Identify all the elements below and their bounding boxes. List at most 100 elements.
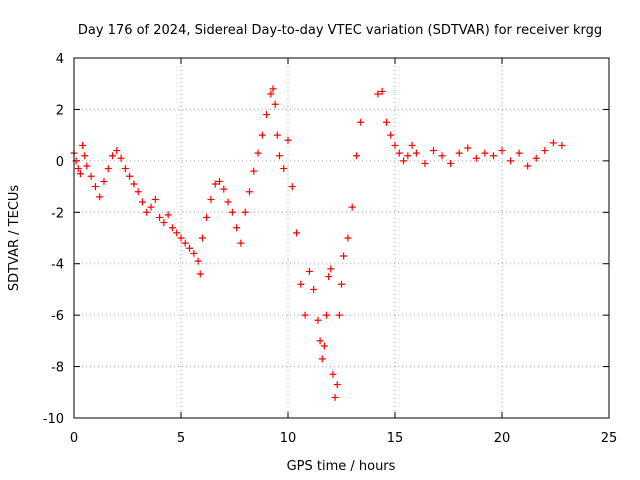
data-point xyxy=(109,152,117,160)
axis-ticks xyxy=(73,57,610,419)
data-point xyxy=(211,180,219,188)
data-point xyxy=(74,165,82,173)
data-point xyxy=(404,152,412,160)
data-point xyxy=(100,177,108,185)
data-point xyxy=(83,162,91,170)
data-point xyxy=(216,177,224,185)
y-tick-labels: -10 -8 -6 -4 -2 0 2 4 xyxy=(43,52,64,427)
data-point xyxy=(160,219,168,227)
data-point xyxy=(335,311,343,319)
data-point xyxy=(126,172,134,180)
x-tick-label: 10 xyxy=(280,431,297,446)
data-point xyxy=(338,280,345,288)
x-tick-label: 5 xyxy=(177,431,185,446)
data-point xyxy=(233,224,241,232)
data-point xyxy=(147,203,155,211)
data-point xyxy=(280,165,288,173)
data-points xyxy=(70,85,566,401)
data-point xyxy=(310,285,318,293)
data-point xyxy=(220,185,228,193)
data-point xyxy=(267,90,275,98)
data-point xyxy=(472,154,480,162)
data-point xyxy=(228,208,236,216)
data-point xyxy=(320,342,328,350)
data-point xyxy=(316,337,324,345)
data-point xyxy=(151,195,159,203)
data-point xyxy=(464,144,472,152)
data-point xyxy=(549,139,557,147)
data-point xyxy=(314,316,322,324)
data-point xyxy=(113,147,121,155)
data-point xyxy=(352,152,360,160)
data-point xyxy=(489,152,497,160)
data-point xyxy=(177,234,185,242)
data-point xyxy=(168,224,176,232)
data-point xyxy=(87,172,95,180)
grid-lines xyxy=(74,58,609,418)
data-point xyxy=(329,370,337,378)
y-tick-label: 4 xyxy=(56,52,64,67)
data-point xyxy=(198,234,206,242)
data-point xyxy=(305,267,313,275)
data-point xyxy=(241,208,249,216)
data-point xyxy=(378,87,386,95)
data-point xyxy=(190,249,198,257)
data-point xyxy=(164,211,172,219)
x-tick-label: 15 xyxy=(387,431,404,446)
data-point xyxy=(275,152,283,160)
data-point xyxy=(196,270,204,278)
y-tick-label: -8 xyxy=(51,361,64,376)
data-point xyxy=(96,193,104,201)
data-point xyxy=(374,90,382,98)
data-point xyxy=(224,198,232,206)
data-point xyxy=(194,257,202,265)
data-point xyxy=(76,170,84,178)
data-point xyxy=(430,147,438,155)
data-point xyxy=(331,393,339,401)
data-point xyxy=(387,131,395,139)
data-point xyxy=(271,100,279,108)
y-axis-label: SDTVAR / TECUs xyxy=(7,185,22,292)
data-point xyxy=(524,162,532,170)
data-point xyxy=(130,180,138,188)
y-tick-label: -2 xyxy=(51,206,64,221)
data-point xyxy=(498,147,506,155)
data-point xyxy=(237,239,245,247)
data-point xyxy=(382,118,390,126)
data-point xyxy=(297,280,305,288)
x-axis-label: GPS time / hours xyxy=(287,459,396,474)
data-point xyxy=(348,203,356,211)
data-point xyxy=(181,239,189,247)
y-tick-label: 2 xyxy=(56,103,64,118)
data-point xyxy=(104,165,112,173)
y-tick-label: -10 xyxy=(43,412,64,427)
data-point xyxy=(323,311,331,319)
data-point xyxy=(258,131,266,139)
data-point xyxy=(421,159,429,167)
data-point xyxy=(288,183,296,191)
chart-title: Day 176 of 2024, Sidereal Day-to-day VTE… xyxy=(78,23,602,38)
data-point xyxy=(207,195,215,203)
data-point xyxy=(507,157,515,165)
data-point xyxy=(254,149,262,157)
data-point xyxy=(391,141,399,149)
data-point xyxy=(400,157,408,165)
data-point xyxy=(269,85,277,93)
data-point xyxy=(340,252,348,260)
data-point xyxy=(532,154,540,162)
x-tick-label: 20 xyxy=(494,431,511,446)
x-tick-label: 0 xyxy=(70,431,78,446)
data-point xyxy=(273,131,281,139)
data-point xyxy=(156,213,164,221)
data-point xyxy=(327,265,335,273)
data-point xyxy=(245,188,253,196)
x-tick-labels: 0 5 10 15 20 25 xyxy=(70,431,617,446)
data-point xyxy=(408,141,416,149)
data-point xyxy=(143,208,151,216)
y-tick-label: -6 xyxy=(51,309,64,324)
data-point xyxy=(515,149,523,157)
data-point xyxy=(412,149,420,157)
x-tick-label: 25 xyxy=(601,431,618,446)
data-point xyxy=(186,244,194,252)
